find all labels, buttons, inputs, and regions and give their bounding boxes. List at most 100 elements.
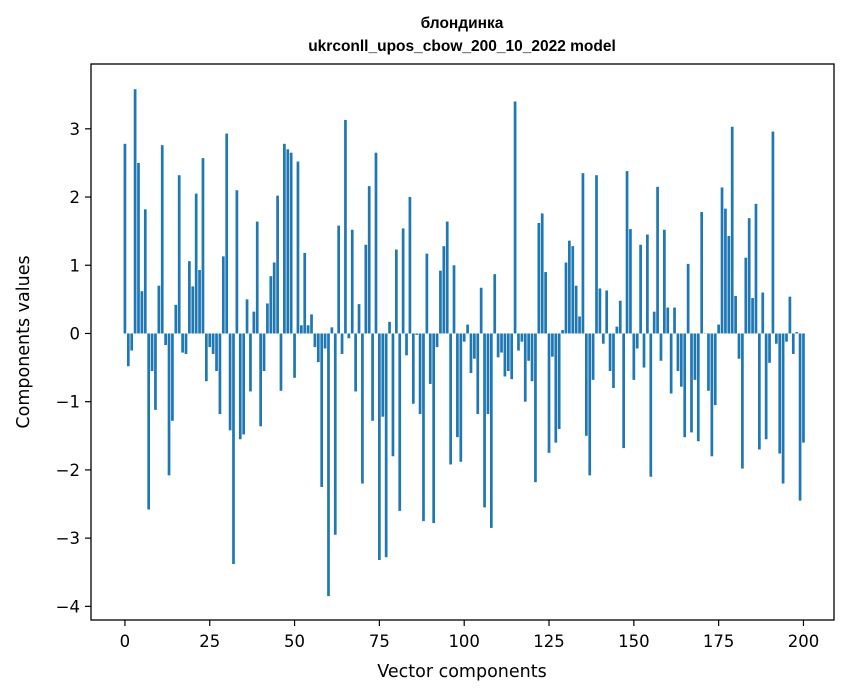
bar-188 xyxy=(761,292,765,334)
bar-199 xyxy=(798,333,802,501)
bar-169 xyxy=(696,333,700,442)
bar-108 xyxy=(489,333,493,528)
bar-178 xyxy=(727,235,731,334)
bar-66 xyxy=(347,333,351,339)
bar-155 xyxy=(649,333,653,477)
bar-89 xyxy=(425,253,429,334)
bar-124 xyxy=(544,272,547,334)
bar-198 xyxy=(795,332,799,334)
bar-112 xyxy=(503,333,507,377)
bar-11 xyxy=(160,145,164,334)
bar-180 xyxy=(734,295,737,334)
bar-162 xyxy=(673,307,676,334)
bar-143 xyxy=(608,333,612,371)
bar-164 xyxy=(679,333,683,387)
bar-59 xyxy=(323,333,327,349)
bar-50 xyxy=(293,333,296,378)
bar-196 xyxy=(788,296,792,334)
bar-194 xyxy=(781,333,785,484)
bar-37 xyxy=(249,333,252,392)
bar-103 xyxy=(473,333,476,359)
bar-12 xyxy=(164,333,167,346)
bar-72 xyxy=(367,186,371,334)
bar-104 xyxy=(476,333,480,414)
bar-170 xyxy=(700,212,704,334)
bar-40 xyxy=(259,333,262,427)
bar-33 xyxy=(235,190,239,334)
bar-111 xyxy=(500,333,503,353)
x-axis: 0 25 50 75 100 125 150 175 200 xyxy=(120,620,819,651)
bar-74 xyxy=(374,152,378,334)
bar-147 xyxy=(622,333,626,449)
bar-25 xyxy=(208,333,212,348)
bar-176 xyxy=(720,187,724,334)
bar-130 xyxy=(564,262,568,334)
bar-101 xyxy=(466,324,469,334)
bar-99 xyxy=(459,333,463,462)
bar-17 xyxy=(181,333,184,353)
bar-series xyxy=(123,89,805,597)
bar-122 xyxy=(537,222,541,334)
bar-177 xyxy=(724,208,727,334)
bar-30 xyxy=(225,133,229,334)
bar-135 xyxy=(581,173,585,334)
y-tick-label: −4 xyxy=(56,597,80,616)
bar-87 xyxy=(418,333,422,414)
bar-73 xyxy=(371,333,374,421)
bar-44 xyxy=(272,262,276,334)
bar-36 xyxy=(245,299,249,334)
bar-51 xyxy=(296,161,300,334)
bar-117 xyxy=(520,333,524,342)
x-tick-label: 100 xyxy=(448,632,480,651)
bar-200 xyxy=(802,333,805,443)
bar-192 xyxy=(774,333,778,344)
bar-187 xyxy=(758,333,761,450)
bar-186 xyxy=(754,203,758,334)
bar-85 xyxy=(411,333,415,404)
bar-58 xyxy=(320,333,324,487)
bar-45 xyxy=(276,195,279,334)
bar-136 xyxy=(584,333,588,436)
y-tick-label: 1 xyxy=(70,256,81,275)
chart-title-line1: блондинка xyxy=(421,15,504,32)
bar-47 xyxy=(283,143,286,334)
bar-13 xyxy=(167,333,171,476)
y-tick-label: −1 xyxy=(56,393,80,412)
y-axis: 3 2 1 0 −1 −2 −3 −4 xyxy=(56,120,91,616)
bar-152 xyxy=(639,244,642,334)
y-tick-label: 2 xyxy=(70,188,81,207)
bar-19 xyxy=(188,261,191,334)
bar-84 xyxy=(408,197,412,334)
bar-82 xyxy=(401,228,405,334)
bar-95 xyxy=(445,221,449,334)
bar-175 xyxy=(717,324,720,334)
bar-149 xyxy=(629,229,632,334)
bar-140 xyxy=(598,288,602,334)
bar-62 xyxy=(333,333,337,535)
bar-160 xyxy=(666,307,670,334)
bar-88 xyxy=(422,333,425,522)
bar-127 xyxy=(554,333,558,443)
bar-158 xyxy=(659,333,663,361)
bar-98 xyxy=(456,333,459,438)
chart-title-line2: ukrconll_upos_cbow_200_10_2022 model xyxy=(308,38,616,55)
bar-119 xyxy=(527,333,531,361)
bar-184 xyxy=(747,218,751,334)
bar-64 xyxy=(340,333,344,354)
bar-70 xyxy=(361,333,364,484)
bar-115 xyxy=(513,101,517,334)
bar-16 xyxy=(177,175,181,334)
bar-113 xyxy=(506,333,510,371)
y-tick-label: 3 xyxy=(70,120,81,139)
bar-191 xyxy=(771,131,775,334)
bar-148 xyxy=(625,171,629,334)
bar-38 xyxy=(252,311,256,334)
bar-35 xyxy=(242,333,246,435)
bar-46 xyxy=(279,333,283,391)
bar-125 xyxy=(547,333,551,453)
bar-48 xyxy=(286,149,290,334)
bar-189 xyxy=(764,333,768,440)
bar-3 xyxy=(133,89,137,334)
bar-41 xyxy=(262,333,266,371)
bar-120 xyxy=(530,333,534,382)
